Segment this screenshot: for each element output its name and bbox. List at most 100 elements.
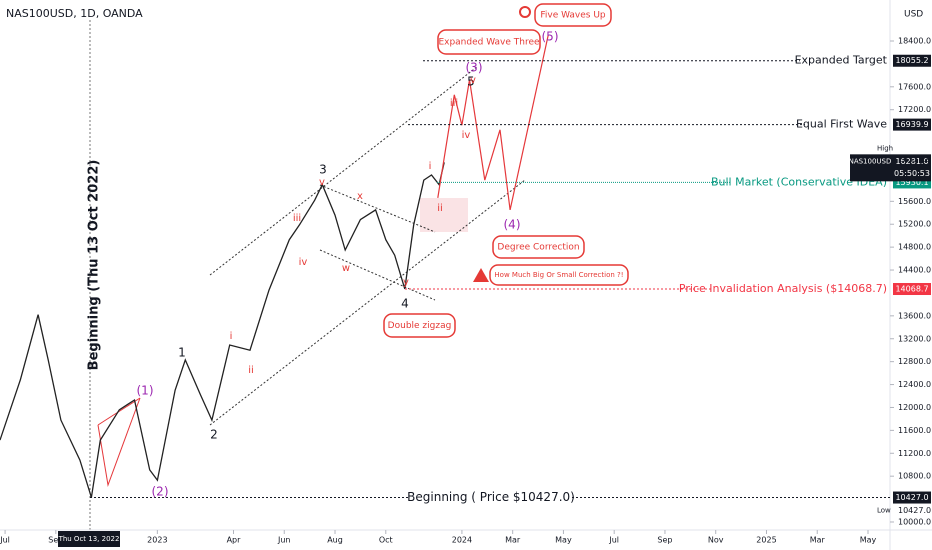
pin xyxy=(519,6,531,18)
price-tag xyxy=(893,54,931,67)
low-value: 10427.0 xyxy=(898,506,931,515)
wave-label: i xyxy=(429,161,432,172)
wave-label: ii xyxy=(248,365,254,376)
y-tick-label: 18400.0 xyxy=(898,36,931,45)
price-tag xyxy=(893,491,931,504)
channel xyxy=(319,249,436,301)
callout-text: How Much Big Or Small Correction ?! xyxy=(494,271,623,279)
low-label: Low xyxy=(877,507,891,515)
callout-text: Five Waves Up xyxy=(540,11,606,21)
callout-box xyxy=(383,313,456,338)
callout-box xyxy=(437,29,541,55)
price-tag-label: 16939.9 xyxy=(895,120,928,129)
y-tick-label: 17200.0 xyxy=(898,105,931,114)
x-tick-label: Sep xyxy=(48,536,63,545)
y-tick-label: 11600.0 xyxy=(898,426,931,435)
y-tick-label: 10000.0 xyxy=(898,517,931,526)
channel xyxy=(209,65,479,276)
y-tick-label: 15600.0 xyxy=(898,197,931,206)
wave-label: 5 xyxy=(467,75,475,89)
date-tag xyxy=(58,531,120,547)
x-tick-label: 2024 xyxy=(452,536,472,545)
currency: USD xyxy=(904,10,923,20)
x-tick-label: 2025 xyxy=(756,536,776,545)
level-text: Bull Market (Conservative IDEA) xyxy=(711,175,887,188)
price-tag-label: 10427.0 xyxy=(895,493,928,502)
zone xyxy=(420,198,468,232)
x-tick-label: Jul xyxy=(0,536,10,545)
current-name: NAS100USD xyxy=(849,157,892,165)
symbol: NAS100USD, 1D, OANDA xyxy=(6,7,143,20)
level-text: Equal First Wave xyxy=(796,118,887,131)
channel xyxy=(209,179,526,426)
channel xyxy=(319,184,436,233)
price-tag xyxy=(893,283,931,296)
wave-label: (2) xyxy=(152,485,169,499)
y-tick-label: 12400.0 xyxy=(898,380,931,389)
callout-box xyxy=(534,3,612,27)
y-tick-label: 11200.0 xyxy=(898,449,931,458)
y-tick-label: 13600.0 xyxy=(898,311,931,320)
wave-label: 2 xyxy=(210,428,218,442)
high-label: High xyxy=(877,144,893,152)
price-line xyxy=(0,162,445,498)
callout-box xyxy=(489,264,629,286)
wave-label: w xyxy=(342,263,350,274)
current-value: 16281.0 xyxy=(895,157,928,166)
wave-label: (4) xyxy=(504,218,521,232)
high-value: 16330.9 xyxy=(898,155,931,164)
level-text: Expanded Target xyxy=(795,54,888,67)
callout-text: Expanded Wave Three xyxy=(438,38,540,48)
y-tick-label: 10800.0 xyxy=(898,472,931,481)
x-tick-label: Sep xyxy=(657,536,672,545)
wave-label: (1) xyxy=(137,384,154,398)
wave-label: 1 xyxy=(178,346,186,360)
x-tick-label: Aug xyxy=(327,536,343,545)
callout-text: Degree Correction xyxy=(497,243,579,253)
price-tag-label: 18055.2 xyxy=(895,56,928,65)
wave-label: 3 xyxy=(319,163,327,177)
wave-label: v xyxy=(470,75,476,86)
current-tag xyxy=(850,154,931,182)
date-tag-label: Thu Oct 13, 2022 xyxy=(58,535,120,543)
countdown: 05:50:53 xyxy=(894,169,930,178)
x-tick-label: Nov xyxy=(708,536,724,545)
y-tick-label: 17600.0 xyxy=(898,82,931,91)
wave-label: x xyxy=(357,191,363,202)
wave-label: (3) xyxy=(466,61,483,75)
wave-label: y xyxy=(403,277,409,288)
price-tag-label: 15930.1 xyxy=(895,178,928,187)
callout-text: Double zigzag xyxy=(388,321,452,331)
wave-label: iii xyxy=(293,213,301,224)
projection-line xyxy=(437,35,549,211)
wave-label: v xyxy=(319,177,325,188)
y-tick-label: 13200.0 xyxy=(898,334,931,343)
wave-label: (5) xyxy=(542,30,559,44)
x-tick-label: 2023 xyxy=(147,536,167,545)
y-tick-label: 14400.0 xyxy=(898,266,931,275)
callout-box xyxy=(492,235,585,259)
level-text: Price Invalidation Analysis ($14068.7) xyxy=(679,282,887,295)
wave-label: iii xyxy=(450,98,458,109)
level-text: Beginning ( Price $10427.0) xyxy=(407,490,575,504)
x-tick-label: May xyxy=(860,536,877,545)
warning xyxy=(473,268,489,282)
x-tick-label: Mar xyxy=(505,536,521,545)
y-tick-label: 12000.0 xyxy=(898,403,931,412)
price-tag-label: 14068.7 xyxy=(895,285,928,294)
y-tick-label: 12800.0 xyxy=(898,357,931,366)
wave-label: ii xyxy=(437,203,443,214)
y-tick-label: 14800.0 xyxy=(898,243,931,252)
price-tag xyxy=(893,118,931,131)
wave-label: iv xyxy=(299,257,308,268)
wave-label: 4 xyxy=(401,297,409,311)
x-tick-label: Apr xyxy=(227,536,242,545)
x-tick-label: Jul xyxy=(608,536,619,545)
vertical-note: Beginning (Thu 13 Oct 2022) xyxy=(87,160,102,371)
x-tick-label: Jun xyxy=(277,536,291,545)
wave-label: iv xyxy=(462,130,471,141)
x-tick-label: Mar xyxy=(810,536,826,545)
x-tick-label: May xyxy=(555,536,572,545)
